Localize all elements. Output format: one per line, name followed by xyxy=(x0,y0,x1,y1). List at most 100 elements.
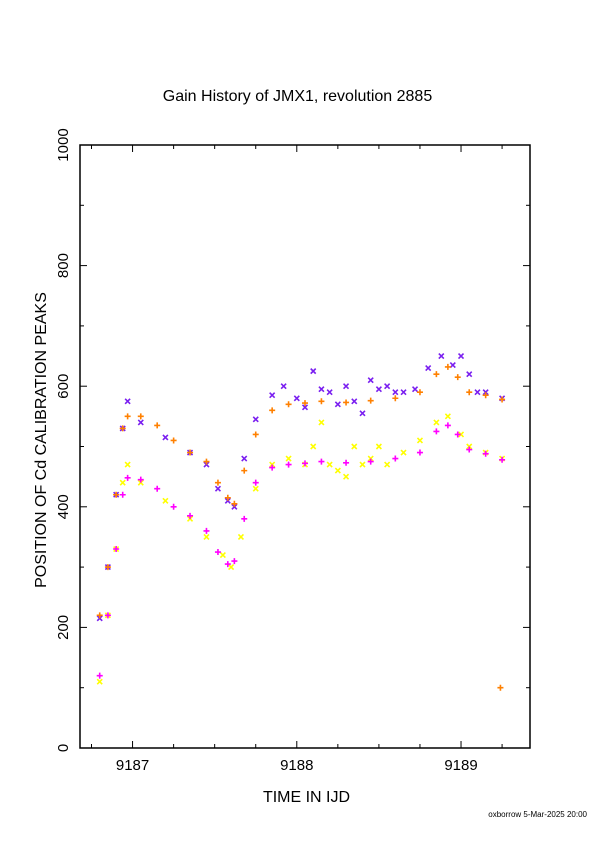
data-point-series-3 xyxy=(186,515,194,522)
data-point-series-2 xyxy=(416,389,423,396)
data-point-series-2 xyxy=(466,389,473,396)
data-point-series-4 xyxy=(214,549,221,556)
data-point-series-4 xyxy=(482,450,489,457)
data-point-series-2 xyxy=(214,479,221,486)
data-point-series-3 xyxy=(444,413,451,420)
data-point-series-2 xyxy=(497,684,504,691)
data-point-series-2 xyxy=(104,564,111,571)
data-point-series-1 xyxy=(301,404,309,411)
data-point-series-4 xyxy=(104,612,111,619)
data-point-series-2 xyxy=(499,396,506,403)
data-point-series-2 xyxy=(187,449,194,456)
x-tick-label: 9189 xyxy=(444,757,477,774)
data-point-series-1 xyxy=(318,386,325,393)
data-point-series-2 xyxy=(367,397,374,404)
data-point-series-3 xyxy=(285,455,292,462)
data-point-series-4 xyxy=(224,561,231,568)
data-point-series-1 xyxy=(438,352,445,360)
data-point-series-1 xyxy=(224,497,231,504)
data-point-series-1 xyxy=(466,371,473,378)
data-point-series-4 xyxy=(252,479,259,486)
data-point-series-1 xyxy=(231,503,238,510)
data-point-series-3 xyxy=(96,678,103,685)
data-point-series-3 xyxy=(400,449,407,456)
data-point-series-3 xyxy=(334,467,341,474)
data-point-series-3 xyxy=(219,551,226,559)
data-point-series-1 xyxy=(137,419,144,426)
data-point-series-4 xyxy=(119,491,126,498)
y-tick-label: 800 xyxy=(55,253,72,278)
data-marks xyxy=(96,352,506,691)
data-point-series-3 xyxy=(203,533,210,541)
data-point-series-1 xyxy=(411,386,419,393)
data-point-series-3 xyxy=(416,437,424,444)
data-point-series-3 xyxy=(466,443,473,450)
data-point-series-3 xyxy=(228,564,235,571)
data-point-series-1 xyxy=(124,398,131,405)
data-point-series-2 xyxy=(433,371,440,378)
data-point-series-4 xyxy=(343,459,350,466)
data-point-series-3 xyxy=(137,479,144,486)
x-tick-label: 9187 xyxy=(116,757,149,774)
data-point-series-4 xyxy=(170,503,177,510)
data-point-series-1 xyxy=(269,392,276,399)
data-point-series-1 xyxy=(162,434,169,441)
data-point-series-1 xyxy=(280,383,287,390)
footer-timestamp: oxborrow 5-Mar-2025 20:00 xyxy=(488,810,587,819)
data-point-series-2 xyxy=(252,431,259,438)
data-point-series-2 xyxy=(137,413,144,420)
data-point-series-4 xyxy=(392,455,399,462)
data-point-series-4 xyxy=(433,428,440,435)
data-point-series-3 xyxy=(433,419,440,426)
data-point-series-1 xyxy=(367,377,374,384)
data-point-series-4 xyxy=(318,458,325,465)
data-point-series-3 xyxy=(310,443,317,450)
y-tick-label: 200 xyxy=(55,615,72,640)
data-point-series-1 xyxy=(457,352,465,360)
data-point-series-1 xyxy=(334,401,341,408)
data-point-series-2 xyxy=(241,467,248,474)
data-point-series-4 xyxy=(231,558,238,565)
data-point-series-3 xyxy=(269,461,276,468)
data-point-series-2 xyxy=(285,401,292,408)
data-point-series-3 xyxy=(367,455,374,462)
y-tick-label: 1000 xyxy=(55,128,72,161)
data-point-series-2 xyxy=(454,374,461,381)
data-point-series-1 xyxy=(474,389,481,396)
data-point-series-4 xyxy=(416,449,423,456)
data-point-series-1 xyxy=(359,410,366,417)
data-point-series-3 xyxy=(351,443,358,450)
data-point-series-2 xyxy=(302,400,308,407)
data-point-series-2 xyxy=(119,425,126,432)
chart-title: Gain History of JMX1, revolution 2885 xyxy=(162,88,433,105)
data-point-series-4 xyxy=(367,458,374,465)
data-point-series-3 xyxy=(359,461,366,468)
data-point-series-3 xyxy=(342,473,350,480)
data-point-series-3 xyxy=(318,419,325,426)
data-point-series-1 xyxy=(351,398,358,405)
data-point-series-3 xyxy=(252,485,259,492)
data-point-series-2 xyxy=(124,413,131,420)
data-point-series-1 xyxy=(375,386,382,393)
data-point-series-2 xyxy=(96,612,103,619)
data-point-series-2 xyxy=(154,422,161,429)
data-point-series-2 xyxy=(392,395,399,402)
data-point-series-4 xyxy=(302,460,308,467)
data-point-series-1 xyxy=(326,389,333,396)
data-point-series-1 xyxy=(310,368,317,375)
data-point-series-4 xyxy=(203,527,210,534)
data-point-series-2 xyxy=(444,363,451,370)
data-point-series-3 xyxy=(384,461,391,468)
y-tick-label: 600 xyxy=(55,374,72,399)
data-point-series-2 xyxy=(224,494,231,501)
data-point-series-1 xyxy=(400,389,407,396)
data-point-series-4 xyxy=(154,485,161,492)
data-point-series-4 xyxy=(137,476,144,483)
data-point-series-3 xyxy=(162,497,169,504)
data-point-series-1 xyxy=(252,416,259,423)
data-point-series-1 xyxy=(293,395,300,402)
plot-frame xyxy=(79,144,531,749)
data-point-series-2 xyxy=(269,407,276,414)
data-point-series-3 xyxy=(375,443,382,450)
